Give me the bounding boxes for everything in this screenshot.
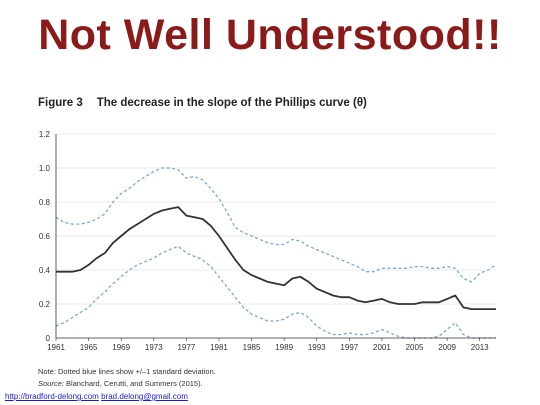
email-link[interactable]: brad.delong@gmail.com	[101, 392, 188, 401]
y-tick-label: 0.4	[39, 266, 51, 275]
x-tick-label: 1973	[145, 343, 163, 352]
source-text: Blanchard, Cerutti, and Summers (2015).	[63, 379, 203, 388]
x-tick-labels: 1961 1965 1969 1973 1977 1981 1985 1989 1993 1997…	[47, 343, 489, 352]
y-tick-label: 1.2	[39, 130, 51, 139]
x-tick-label: 2001	[373, 343, 391, 352]
figure-source: Source: Blanchard, Cerutti, and Summers …	[38, 379, 203, 388]
series-line-estimate	[56, 206, 496, 310]
x-tick-label: 2005	[406, 343, 424, 352]
x-tick-label: 1989	[275, 343, 293, 352]
y-tick-labels: 0 0.2 0.4 0.6 0.8 1.0 1.2	[39, 130, 51, 343]
x-tick-label: 2009	[438, 343, 456, 352]
figure-number: Figure 3	[38, 97, 83, 109]
x-tick-label: 1969	[112, 343, 130, 352]
x-tick-label: 1997	[340, 343, 358, 352]
x-tick-label: 2013	[471, 343, 489, 352]
footer-links: http://bradford-delong.com brad.delong@g…	[5, 392, 188, 401]
x-tick-label: 1985	[243, 343, 261, 352]
x-tick-label: 1993	[308, 343, 326, 352]
phillips-curve-chart: 0 0.2 0.4 0.6 0.8 1.0 1.2 1961 1965 1969 1973 1977…	[39, 130, 497, 352]
y-tick-label: 1.0	[39, 164, 51, 173]
slide-title: Not Well Understood!!	[38, 11, 502, 59]
series-line-lower-band	[55, 245, 496, 339]
y-tick-label: 0.2	[39, 300, 51, 309]
y-tick-label: 0	[46, 334, 51, 343]
series-line-upper-band	[55, 167, 497, 283]
x-tick-label: 1961	[47, 343, 65, 352]
x-tick-label: 1977	[177, 343, 195, 352]
website-link[interactable]: http://bradford-delong.com	[5, 392, 99, 401]
axes	[55, 134, 496, 341]
figure-note: Note: Dotted blue lines show +/–1 standa…	[38, 367, 216, 376]
y-tick-label: 0.6	[39, 232, 51, 241]
x-tick-label: 1965	[80, 343, 98, 352]
figure-caption: Figure 3 The decrease in the slope of the…	[38, 97, 367, 109]
y-tick-label: 0.8	[39, 198, 51, 207]
figure-caption-text: The decrease in the slope of the Phillip…	[96, 97, 367, 109]
x-tick-label: 1981	[210, 343, 228, 352]
series-lines	[55, 167, 497, 339]
grid-lines	[56, 133, 496, 305]
source-label: Source:	[38, 379, 64, 388]
